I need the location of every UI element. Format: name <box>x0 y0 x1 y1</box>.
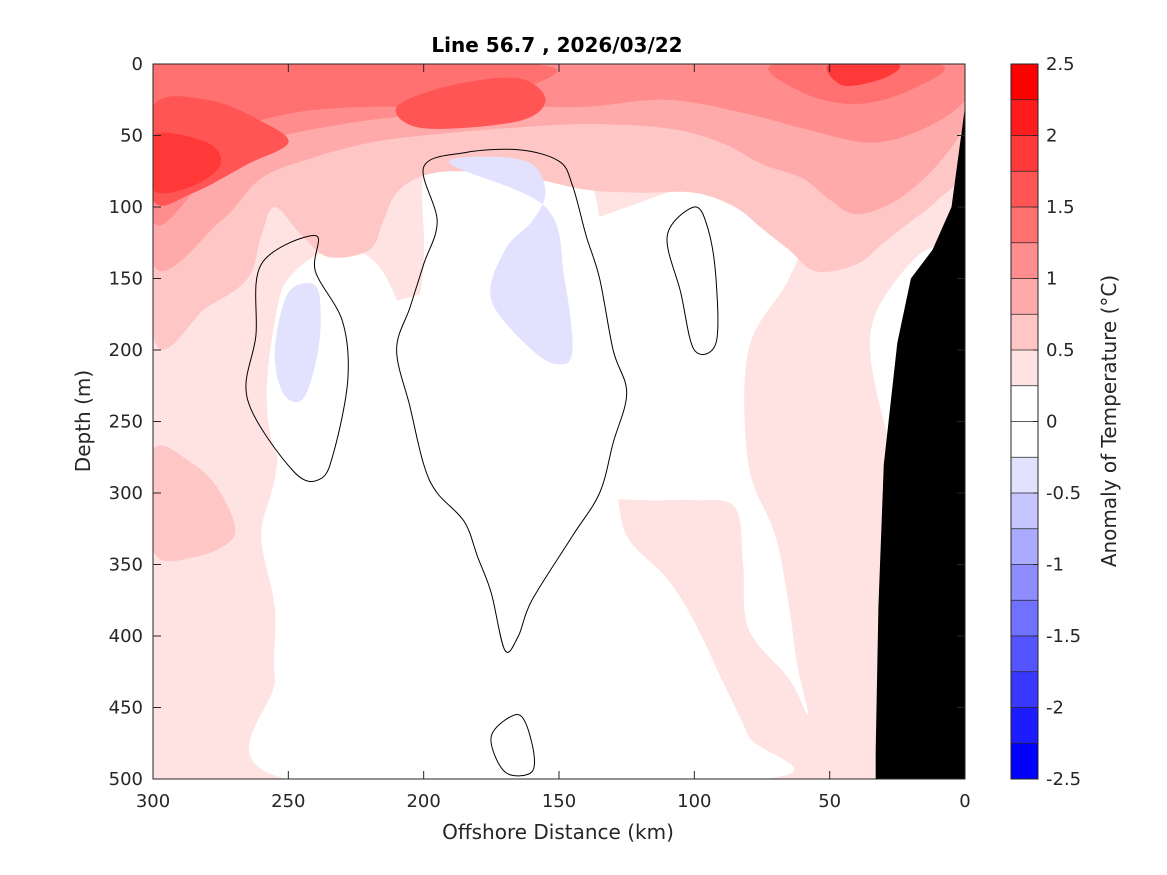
region-anomaly-0.75-deep-west <box>153 445 236 562</box>
y-tick-label: 400 <box>109 626 143 647</box>
colorbar-block <box>1011 636 1038 673</box>
x-tick-label: 100 <box>677 791 711 812</box>
bathymetry <box>875 106 965 779</box>
colorbar-tick-label: -1 <box>1046 555 1064 576</box>
y-tick-label: 500 <box>109 769 143 790</box>
colorbar-tick-label: 2 <box>1046 126 1057 147</box>
plot-area <box>152 63 966 780</box>
colorbar-tick-label: 0.5 <box>1046 340 1075 361</box>
colorbar-block <box>1011 707 1038 744</box>
chart-title: Line 56.7 , 2026/03/22 <box>431 33 682 57</box>
zero-contour-west <box>245 235 349 482</box>
colorbar-block <box>1011 743 1038 780</box>
colorbar-block <box>1011 242 1038 279</box>
region-anomaly-minus0.25-west <box>274 282 321 403</box>
x-tick-label: 200 <box>406 791 440 812</box>
x-tick-label: 0 <box>959 791 970 812</box>
colorbar-block <box>1011 528 1038 565</box>
y-tick-label: 200 <box>109 340 143 361</box>
y-tick-label: 250 <box>109 412 143 433</box>
y-tick-label: 0 <box>132 54 143 75</box>
colorbar: 2.5 2 1.5 1 0.5 0 -0.5 -1 -1.5 -2 -2.5 Anomaly of … <box>1010 54 1121 790</box>
colorbar-block <box>1011 207 1038 244</box>
colorbar-label: Anomaly of Temperature (°C) <box>1097 275 1121 567</box>
zero-contour-deep-island <box>490 714 535 777</box>
region-anomaly-minus0.25-center <box>449 156 573 365</box>
colorbar-blocks <box>1011 64 1038 780</box>
y-tick-label: 50 <box>120 126 143 147</box>
colorbar-tick-label: -2 <box>1046 698 1064 719</box>
y-tick-label: 300 <box>109 483 143 504</box>
y-tick-label: 150 <box>109 269 143 290</box>
colorbar-block <box>1011 278 1038 315</box>
x-axis-label: Offshore Distance (km) <box>442 820 674 844</box>
x-tick-label: 250 <box>271 791 305 812</box>
y-tick-label: 100 <box>109 197 143 218</box>
zero-contour-east <box>666 206 719 356</box>
y-axis-label: Depth (m) <box>71 370 95 472</box>
colorbar-block <box>1011 457 1038 494</box>
colorbar-block <box>1011 385 1038 422</box>
x-tick-label: 300 <box>136 791 170 812</box>
y-tick-label: 450 <box>109 698 143 719</box>
colorbar-block <box>1011 493 1038 530</box>
y-axis: 0 50 100 150 200 250 300 350 400 450 500 <box>109 54 965 790</box>
colorbar-tick-label: -2.5 <box>1046 769 1081 790</box>
colorbar-tick-label: -1.5 <box>1046 626 1081 647</box>
region-anomaly-2-core <box>153 132 222 194</box>
colorbar-tick-label: -0.5 <box>1046 483 1081 504</box>
colorbar-tick-label: 2.5 <box>1046 54 1075 75</box>
region-anomaly-1.75-core <box>395 77 546 129</box>
colorbar-block <box>1011 64 1038 101</box>
seafloor-mask <box>875 106 965 779</box>
colorbar-block <box>1011 135 1038 172</box>
zero-contours <box>245 148 719 777</box>
colorbar-tick-label: 1 <box>1046 269 1057 290</box>
colorbar-block <box>1011 314 1038 351</box>
colorbar-block <box>1011 600 1038 637</box>
region-anomaly-2-northeast <box>826 64 901 86</box>
y-tick-label: 350 <box>109 555 143 576</box>
colorbar-ticks: 2.5 2 1.5 1 0.5 0 -0.5 -1 -1.5 -2 -2.5 <box>1033 54 1081 790</box>
colorbar-block <box>1011 99 1038 136</box>
colorbar-block <box>1011 421 1038 458</box>
colorbar-block <box>1011 171 1038 208</box>
x-tick-label: 50 <box>818 791 841 812</box>
x-tick-label: 150 <box>542 791 576 812</box>
colorbar-block <box>1011 564 1038 601</box>
colorbar-tick-label: 0 <box>1046 412 1057 433</box>
colorbar-block <box>1011 671 1038 708</box>
x-axis: 300 250 200 150 100 50 0 <box>136 64 971 812</box>
colorbar-block <box>1011 350 1038 387</box>
zero-contour-center <box>396 148 628 653</box>
colorbar-tick-label: 1.5 <box>1046 197 1075 218</box>
